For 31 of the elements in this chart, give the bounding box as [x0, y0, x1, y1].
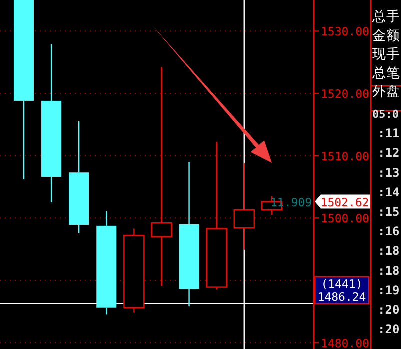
text: :14 [378, 185, 400, 200]
text: :13 [378, 166, 400, 180]
ref-line-label: 1486.24 [318, 290, 366, 304]
text: 1502.62 [320, 195, 370, 210]
text: :16 [378, 224, 400, 239]
text: :12 [378, 146, 400, 160]
candlestick [42, 44, 62, 204]
candlestick [206, 141, 228, 290]
candlestick [234, 162, 255, 251]
y-tick-label: 1520.00 [321, 86, 370, 101]
candlestick [124, 228, 145, 314]
text: 外盘 [372, 84, 400, 100]
text: :11 [378, 126, 400, 141]
y-tick-label: 1480.00 [321, 336, 370, 349]
text: :18 [378, 244, 400, 258]
text: :20 [378, 303, 400, 317]
y-tick-label: 1510.00 [321, 149, 370, 164]
text: 现手 [372, 46, 400, 63]
candlestick [151, 66, 172, 287]
y-tick-label: 1530.00 [321, 24, 370, 39]
y-tick-label: 1500.00 [321, 212, 370, 226]
text: 总手 [372, 9, 400, 25]
text: 金额 [372, 28, 400, 44]
text: :20 [378, 322, 400, 337]
text: (1441) [321, 276, 363, 291]
text: :18 [378, 264, 400, 278]
candlestick [179, 161, 200, 308]
text: :15 [378, 205, 400, 219]
text: 总笔 [372, 65, 400, 82]
text: 05:0 [372, 108, 399, 121]
text: :19 [378, 283, 400, 298]
